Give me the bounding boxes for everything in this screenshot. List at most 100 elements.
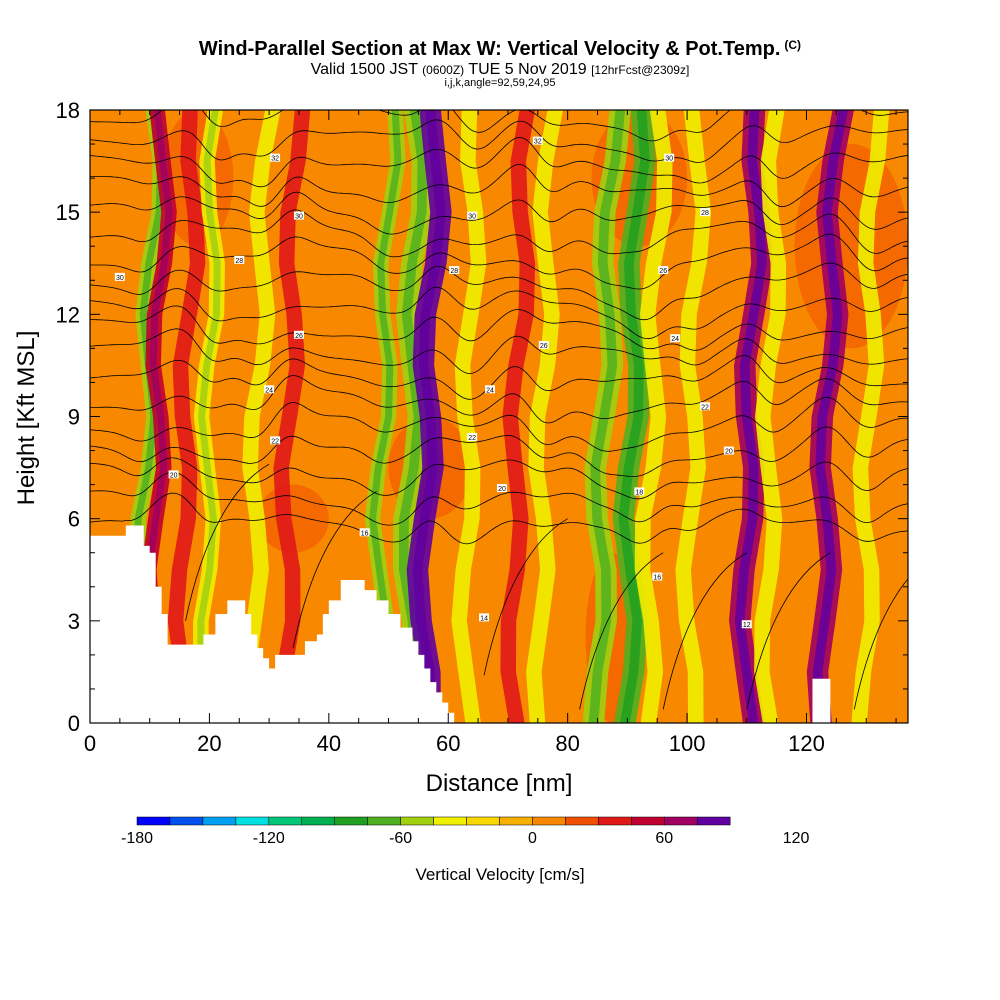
isentrope-label: 30 — [293, 211, 304, 221]
isentrope-label-text: 26 — [295, 333, 303, 340]
isentrope-line — [90, 136, 908, 188]
x-axis-title: Distance [nm] — [426, 770, 573, 797]
isentrope-line — [90, 355, 908, 400]
moderate-updraft-patch — [794, 144, 908, 349]
terrain-fill — [90, 525, 908, 723]
isentrope-label-text: 16 — [361, 530, 369, 537]
isentrope-label-text: 22 — [271, 438, 279, 445]
isentrope-label: 28 — [234, 255, 245, 265]
colorbar-label: -120 — [253, 830, 285, 847]
isentrope-label-text: 22 — [701, 404, 709, 411]
isentrope-label-text: 24 — [671, 336, 679, 343]
colorbar-swatch — [136, 816, 171, 826]
isentrope-line — [853, 578, 908, 710]
y-tick-label: 6 — [68, 507, 80, 532]
valid-prefix: Valid 1500 JST — [310, 61, 418, 78]
isentrope-label-bg — [293, 211, 304, 220]
isentrope-label: 24 — [670, 334, 681, 343]
x-tick-label: 40 — [317, 731, 341, 756]
colorbar-swatch — [433, 816, 467, 826]
velocity-band — [272, 110, 311, 723]
colorbar-swatch — [334, 816, 368, 826]
isentrope-line — [90, 191, 908, 235]
isentrope-label-layer: 20 22 24 26 28 30 30 32 16 14 20 22 24 26 28 30 32 18 16 12… — [114, 136, 752, 629]
isentrope-label: 28 — [449, 266, 460, 275]
forecast-info: [12hrFcst@2309z] — [591, 63, 690, 77]
colorbar-label: 120 — [783, 830, 810, 847]
isentrope-label-bg — [479, 613, 490, 622]
y-tick-label: 18 — [56, 98, 80, 123]
isentrope-label-text: 14 — [480, 615, 488, 622]
x-tick-label: 0 — [84, 731, 96, 756]
isentrope-label-text: 28 — [701, 210, 709, 217]
chart-indices: i,j,k,angle=92,59,24,95 — [444, 77, 556, 89]
velocity-band — [634, 110, 673, 723]
isentrope-label-text: 20 — [498, 486, 506, 493]
isentrope-label-bg — [467, 432, 478, 441]
velocity-band — [167, 110, 206, 723]
isentrope-label-bg — [699, 208, 710, 217]
isentrope-label-bg — [270, 153, 281, 162]
isentrope-label-text: 30 — [665, 156, 673, 163]
velocity-band-core — [369, 110, 402, 723]
weak-velocity-patch — [687, 518, 819, 723]
isentrope-label: 16 — [359, 528, 370, 537]
y-axis-title: Height [Kft MSL] — [13, 331, 40, 506]
isentrope-label-bg — [264, 385, 275, 394]
isentrope-label: 22 — [270, 436, 281, 445]
isentrope-line — [90, 472, 908, 526]
x-tick-label: 60 — [436, 731, 460, 756]
isentrope-line — [90, 457, 908, 500]
isentrope-line — [579, 552, 664, 710]
isentrope-line — [483, 518, 568, 676]
isentrope-line — [292, 491, 377, 649]
isentrope-line — [90, 492, 908, 545]
isentrope-label-bg — [670, 334, 681, 343]
isentrope-line — [90, 426, 908, 478]
terrain-mask — [90, 525, 908, 723]
colorbar-swatch — [598, 816, 632, 826]
isentrope-label-bg — [168, 470, 179, 479]
moderate-updraft-patch — [257, 484, 329, 553]
y-tick-label: 9 — [68, 405, 80, 430]
isentrope-label-text: 20 — [725, 449, 733, 456]
isentrope-label: 30 — [664, 153, 675, 163]
isentrope-label-text: 22 — [468, 435, 476, 442]
isentrope-label-bg — [699, 402, 710, 411]
isentrope-label: 12 — [741, 620, 752, 629]
colorbar-swatch — [664, 816, 698, 826]
velocity-band-core — [618, 110, 650, 723]
isentrope-line — [90, 286, 908, 340]
isentrope-label: 28 — [699, 208, 710, 217]
isentrope-label-text: 28 — [450, 268, 458, 275]
velocity-band — [526, 110, 564, 723]
chart-title: Wind-Parallel Section at Max W: Vertical… — [0, 38, 1000, 61]
chart-title-mark: (C) — [784, 38, 802, 52]
isentrope-label-bg — [293, 330, 304, 339]
isentrope-label-text: 20 — [170, 472, 178, 479]
isentrope-line — [90, 209, 908, 258]
isentrope-label: 32 — [532, 136, 543, 146]
x-tick-label: 100 — [669, 731, 706, 756]
isentrope-line — [185, 463, 270, 621]
chart-title-text: Wind-Parallel Section at Max W: Vertical… — [198, 38, 781, 60]
isentrope-label-text: 26 — [540, 343, 548, 350]
velocity-band — [754, 110, 787, 723]
isentrope-label: 20 — [496, 484, 507, 493]
isentrope-label-text: 24 — [265, 387, 273, 394]
isentrope-label-bg — [496, 484, 507, 493]
isentrope-label-bg — [538, 340, 549, 349]
isentrope-label-bg — [114, 272, 125, 281]
colorbar-label: 60 — [655, 830, 673, 847]
isentrope-line — [90, 328, 908, 375]
isentrope-label-text: 28 — [235, 258, 243, 265]
isentrope-label-text: 32 — [534, 139, 542, 146]
velocity-band — [451, 110, 487, 723]
velocity-band — [500, 110, 536, 723]
isentrope-label: 26 — [293, 330, 304, 340]
isentrope-label: 20 — [168, 470, 179, 479]
isentrope-label: 24 — [485, 385, 496, 394]
colorbar-swatch — [696, 816, 731, 826]
colorbar-label: -180 — [121, 830, 153, 847]
isentrope-label-bg — [485, 385, 496, 394]
